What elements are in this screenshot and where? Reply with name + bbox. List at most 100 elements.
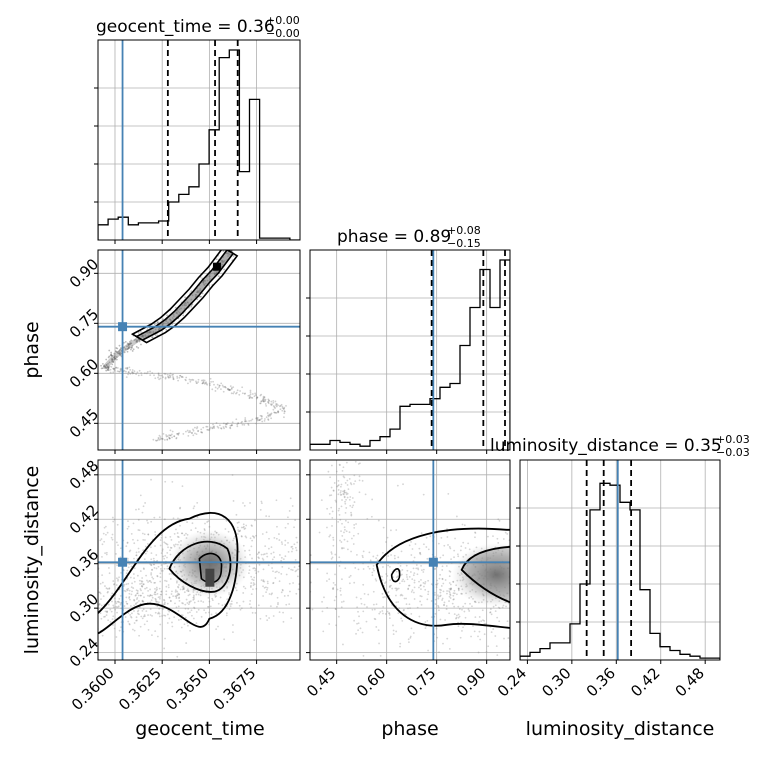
sample-point [105, 533, 107, 536]
sample-point [216, 383, 219, 386]
sample-point [277, 601, 279, 604]
sample-point [112, 360, 115, 363]
sample-point [104, 552, 106, 555]
sample-point [169, 549, 171, 552]
sample-point [230, 603, 233, 605]
sample-point [184, 378, 187, 381]
sample-point [243, 504, 246, 507]
sample-point [333, 603, 335, 605]
sample-point [166, 602, 169, 605]
panel-phase-vs-geocent-time: 0.450.600.750.90 [66, 249, 301, 454]
sample-point [159, 596, 161, 598]
sample-point [92, 571, 94, 573]
sample-point [401, 580, 404, 583]
sample-point [190, 298, 193, 301]
sample-point [550, 639, 552, 641]
sample-point [151, 336, 154, 339]
sample-point [154, 531, 157, 533]
sample-point [147, 533, 150, 536]
sample-point [163, 372, 166, 375]
sample-point [75, 593, 77, 595]
sample-point [330, 494, 333, 497]
sample-point [266, 586, 269, 589]
sample-point [116, 370, 119, 373]
sample-point [149, 588, 151, 591]
sample-point [120, 352, 123, 355]
sample-point [223, 638, 226, 641]
sample-point [135, 345, 138, 348]
sample-point [333, 599, 336, 602]
sample-point [295, 546, 297, 549]
sample-point [229, 426, 231, 429]
sample-point [264, 550, 266, 552]
sample-point [113, 356, 116, 359]
sample-point [160, 374, 163, 377]
sample-point [321, 539, 323, 541]
sample-point [236, 423, 239, 426]
sample-point [130, 339, 133, 342]
sample-point [322, 553, 324, 555]
sample-point [145, 574, 148, 577]
sample-point [620, 618, 622, 620]
sample-point [382, 566, 384, 568]
sample-point [371, 574, 374, 577]
sample-point [283, 407, 285, 410]
sample-point [52, 601, 54, 603]
sample-point [137, 612, 139, 615]
sample-point [154, 593, 157, 596]
sample-point [347, 521, 350, 524]
sample-point [581, 551, 583, 553]
sample-point [581, 608, 583, 610]
sample-point [437, 594, 439, 597]
sample-point [392, 624, 394, 627]
sample-point [224, 385, 227, 388]
sample-point [442, 554, 445, 557]
sample-point [127, 620, 130, 623]
sample-point [264, 400, 267, 403]
sample-point [135, 373, 138, 376]
sample-point [259, 509, 262, 511]
sample-point [147, 589, 150, 592]
sample-point [351, 497, 354, 499]
sample-point [180, 618, 182, 621]
sample-point [582, 574, 584, 576]
sample-point [168, 437, 171, 440]
sample-point [260, 553, 263, 556]
sample-point [226, 252, 228, 255]
sample-point [344, 502, 347, 505]
sample-point [118, 370, 121, 373]
sample-point [263, 580, 266, 583]
sample-point [349, 504, 352, 507]
sample-point [325, 550, 327, 552]
sample-point [449, 583, 452, 586]
sample-point [412, 591, 415, 594]
sample-point [221, 259, 224, 262]
sample-point [200, 428, 203, 431]
sample-point [235, 392, 237, 395]
sample-point [439, 595, 441, 598]
sample-point [150, 558, 153, 561]
sample-point [142, 334, 145, 337]
sample-point [522, 634, 524, 636]
truth-marker [118, 322, 128, 332]
sample-point [448, 595, 451, 598]
sample-point [113, 597, 116, 600]
sample-point [171, 430, 174, 433]
sample-point [539, 609, 541, 611]
sample-point [281, 407, 284, 410]
sample-point [197, 291, 200, 294]
sample-point [108, 572, 111, 575]
sample-point [461, 630, 463, 632]
sample-point [119, 369, 122, 372]
sample-point [170, 593, 173, 595]
sample-point [168, 437, 171, 440]
sample-point [335, 624, 337, 627]
sample-point [285, 603, 288, 606]
sample-point [446, 637, 449, 640]
sample-point [250, 593, 253, 595]
sample-point [359, 627, 362, 630]
sample-point [256, 396, 259, 399]
sample-point [264, 398, 267, 401]
sample-point [123, 351, 126, 354]
sample-point [198, 290, 200, 293]
